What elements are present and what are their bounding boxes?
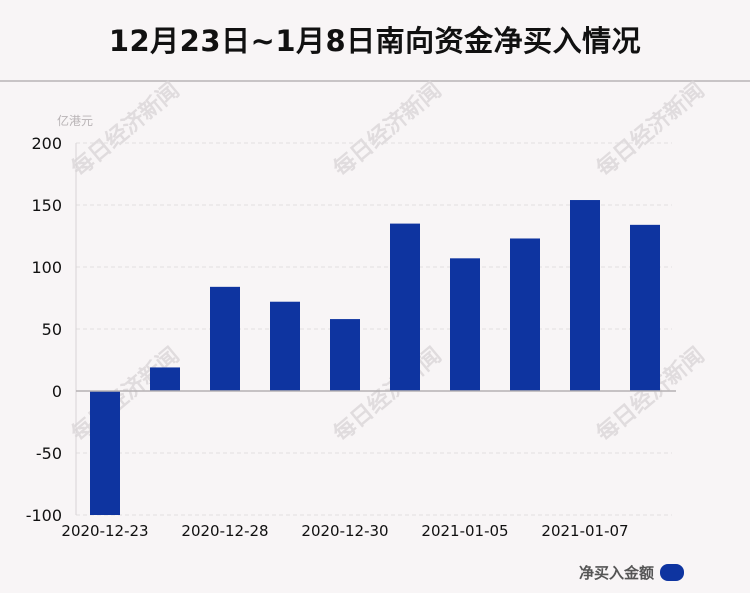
- x-tick-label: 2020-12-28: [181, 522, 268, 540]
- bar: [210, 286, 240, 391]
- bar: [90, 391, 120, 515]
- watermark-text: 每日经济新闻: [329, 77, 447, 182]
- watermark-text: 每日经济新闻: [592, 77, 710, 182]
- x-tick-label: 2020-12-23: [61, 522, 148, 540]
- bar: [330, 319, 360, 391]
- unit-label: 亿港元: [57, 113, 93, 128]
- x-tick-label: 2021-01-07: [541, 522, 628, 540]
- legend: 净买入金额: [579, 562, 684, 583]
- y-tick-label: 150: [31, 196, 62, 215]
- title-divider: [0, 80, 750, 82]
- x-tick-label: 2021-01-05: [421, 522, 508, 540]
- y-tick-label: 100: [31, 258, 62, 277]
- legend-swatch: [660, 564, 684, 581]
- bar: [150, 367, 180, 391]
- y-tick-label: 0: [52, 382, 62, 401]
- y-tick-label: 50: [42, 320, 62, 339]
- bar: [390, 223, 420, 391]
- watermark-text: 每日经济新闻: [67, 342, 185, 447]
- legend-label: 净买入金额: [578, 564, 654, 582]
- bar: [630, 224, 660, 391]
- y-tick-label: -50: [36, 444, 62, 463]
- x-tick-label: 2020-12-30: [301, 522, 388, 540]
- bar: [570, 200, 600, 391]
- y-tick-label: -100: [26, 506, 62, 525]
- chart-title: 12月23日~1月8日南向资金净买入情况: [108, 24, 642, 58]
- bar: [270, 301, 300, 391]
- bar: [510, 238, 540, 391]
- y-tick-label: 200: [31, 134, 62, 153]
- bar: [450, 258, 480, 391]
- watermark-text: 每日经济新闻: [67, 77, 185, 182]
